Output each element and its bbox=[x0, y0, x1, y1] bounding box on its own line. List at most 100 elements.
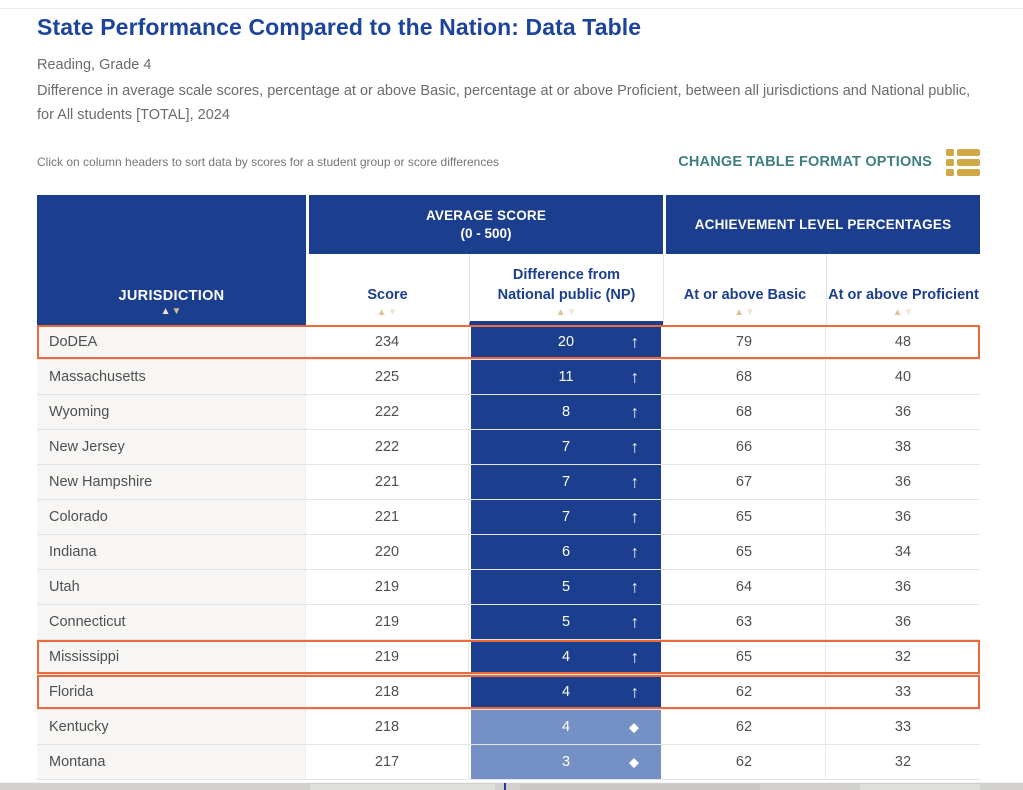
basic-cell: 79 bbox=[663, 325, 826, 359]
score-header-label: Score bbox=[367, 287, 408, 303]
up-arrow-icon: ↑ bbox=[630, 612, 640, 632]
difference-cell: 5 ↑ bbox=[469, 570, 663, 604]
proficient-cell: 48 bbox=[894, 334, 912, 350]
proficient-cell: 33 bbox=[894, 684, 912, 700]
group-header-average-score: AVERAGE SCORE (0 - 500) bbox=[306, 195, 663, 254]
up-arrow-icon: ↑ bbox=[630, 437, 640, 457]
header-section: State Performance Compared to the Nation… bbox=[37, 14, 980, 127]
up-arrow-icon: ↑ bbox=[630, 367, 640, 387]
table-row: Montana 217 3 ◆ 62 32 bbox=[37, 745, 980, 780]
jurisdiction-cell: Connecticut bbox=[37, 605, 306, 639]
jurisdiction-cell: Utah bbox=[37, 570, 306, 604]
score-cell: 222 bbox=[306, 395, 469, 429]
table-row: Colorado 221 7 ↑ 65 36 bbox=[37, 500, 980, 535]
up-arrow-icon: ↑ bbox=[630, 507, 640, 527]
difference-value: 4 bbox=[561, 684, 571, 700]
difference-cell: 3 ◆ bbox=[469, 745, 663, 779]
jurisdiction-cell: Mississippi bbox=[37, 640, 306, 674]
table-row: New Hampshire 221 7 ↑ 67 36 bbox=[37, 465, 980, 500]
basic-cell: 62 bbox=[663, 675, 826, 709]
score-cell: 219 bbox=[306, 570, 469, 604]
average-score-label: AVERAGE SCORE bbox=[425, 208, 547, 223]
proficient-cell: 40 bbox=[894, 369, 912, 385]
up-arrow-icon: ↑ bbox=[630, 682, 640, 702]
proficient-cell: 33 bbox=[894, 719, 912, 735]
table-row: Connecticut 219 5 ↑ 63 36 bbox=[37, 605, 980, 640]
score-cell: 220 bbox=[306, 535, 469, 569]
table-row: Kentucky 218 4 ◆ 62 33 bbox=[37, 710, 980, 745]
sort-arrows-icon: ▲▼ bbox=[376, 307, 399, 318]
sort-arrows-icon: ▲▼ bbox=[734, 307, 756, 318]
difference-cell: 5 ↑ bbox=[469, 605, 663, 639]
diamond-icon: ◆ bbox=[629, 719, 639, 735]
difference-cell: 4 ↑ bbox=[469, 675, 663, 709]
page-title: State Performance Compared to the Nation… bbox=[37, 14, 642, 40]
difference-cell: 4 ↑ bbox=[469, 640, 663, 674]
top-divider bbox=[0, 8, 1023, 9]
difference-cell: 11 ↑ bbox=[469, 360, 663, 394]
table-row: Massachusetts 225 11 ↑ 68 40 bbox=[37, 360, 980, 395]
score-cell: 219 bbox=[306, 605, 469, 639]
horizontal-scrollbar[interactable] bbox=[0, 782, 1023, 790]
sort-arrows-icon: ▲▼ bbox=[160, 306, 183, 317]
proficient-cell: 38 bbox=[894, 439, 912, 455]
difference-value: 4 bbox=[561, 719, 571, 735]
sort-arrows-icon: ▲▼ bbox=[555, 307, 578, 318]
group-header-row: AVERAGE SCORE (0 - 500) ACHIEVEMENT LEVE… bbox=[306, 195, 980, 254]
column-header-proficient[interactable]: At or above Proficient ▲▼ bbox=[826, 254, 980, 325]
difference-value: 8 bbox=[561, 404, 571, 420]
jurisdiction-cell: Wyoming bbox=[37, 395, 306, 429]
difference-value: 5 bbox=[561, 579, 571, 595]
column-header-basic[interactable]: At or above Basic ▲▼ bbox=[663, 254, 826, 325]
up-arrow-icon: ↑ bbox=[630, 402, 640, 422]
table-row: Indiana 220 6 ↑ 65 34 bbox=[37, 535, 980, 570]
basic-header-label: At or above Basic bbox=[683, 287, 807, 303]
score-cell: 234 bbox=[306, 325, 469, 359]
proficient-cell: 36 bbox=[894, 474, 912, 490]
average-score-range-label: (0 - 500) bbox=[460, 226, 512, 241]
score-cell: 218 bbox=[306, 675, 469, 709]
basic-cell: 65 bbox=[663, 535, 826, 569]
basic-cell: 68 bbox=[663, 360, 826, 394]
basic-cell: 62 bbox=[663, 745, 826, 779]
jurisdiction-cell: Montana bbox=[37, 745, 306, 779]
toolbar: Click on column headers to sort data by … bbox=[37, 145, 980, 179]
difference-value: 6 bbox=[561, 544, 571, 560]
jurisdiction-cell: DoDEA bbox=[37, 325, 306, 359]
jurisdiction-cell: Colorado bbox=[37, 500, 306, 534]
basic-cell: 62 bbox=[663, 710, 826, 744]
proficient-cell: 36 bbox=[894, 509, 912, 525]
column-header-score[interactable]: Score ▲▼ bbox=[306, 254, 469, 325]
basic-cell: 66 bbox=[663, 430, 826, 464]
jurisdiction-header-label: JURISDICTION bbox=[118, 288, 225, 304]
table-row: DoDEA 234 20 ↑ 79 48 bbox=[37, 325, 980, 360]
table-format-icon bbox=[946, 148, 980, 176]
proficient-header-label: At or above Proficient bbox=[828, 287, 979, 303]
difference-value: 20 bbox=[557, 334, 575, 350]
proficient-cell: 36 bbox=[894, 404, 912, 420]
column-header-difference[interactable]: Difference from National public (NP) ▲▼ bbox=[469, 254, 663, 325]
difference-value: 4 bbox=[561, 649, 571, 665]
jurisdiction-cell: Florida bbox=[37, 675, 306, 709]
difference-cell: 7 ↑ bbox=[469, 500, 663, 534]
table-header: JURISDICTION ▲▼ AVERAGE SCORE (0 - 500) … bbox=[37, 195, 980, 325]
table-row: Mississippi 219 4 ↑ 65 32 bbox=[37, 640, 980, 675]
jurisdiction-cell: Kentucky bbox=[37, 710, 306, 744]
jurisdiction-cell: Indiana bbox=[37, 535, 306, 569]
up-arrow-icon: ↑ bbox=[630, 647, 640, 667]
score-cell: 225 bbox=[306, 360, 469, 394]
up-arrow-icon: ↑ bbox=[630, 332, 640, 352]
difference-cell: 6 ↑ bbox=[469, 535, 663, 569]
jurisdiction-cell: New Hampshire bbox=[37, 465, 306, 499]
subject-grade-subtitle: Reading, Grade 4 bbox=[37, 57, 152, 73]
difference-value: 5 bbox=[561, 614, 571, 630]
jurisdiction-cell: New Jersey bbox=[37, 430, 306, 464]
change-table-format-options-button[interactable]: CHANGE TABLE FORMAT OPTIONS bbox=[678, 148, 980, 176]
sort-hint: Click on column headers to sort data by … bbox=[37, 155, 500, 169]
column-header-jurisdiction[interactable]: JURISDICTION ▲▼ bbox=[37, 195, 306, 325]
table-row: Florida 218 4 ↑ 62 33 bbox=[37, 675, 980, 710]
score-cell: 217 bbox=[306, 745, 469, 779]
sub-header-row: Score ▲▼ Difference from National public… bbox=[306, 254, 980, 325]
basic-cell: 68 bbox=[663, 395, 826, 429]
difference-value: 11 bbox=[558, 369, 574, 385]
